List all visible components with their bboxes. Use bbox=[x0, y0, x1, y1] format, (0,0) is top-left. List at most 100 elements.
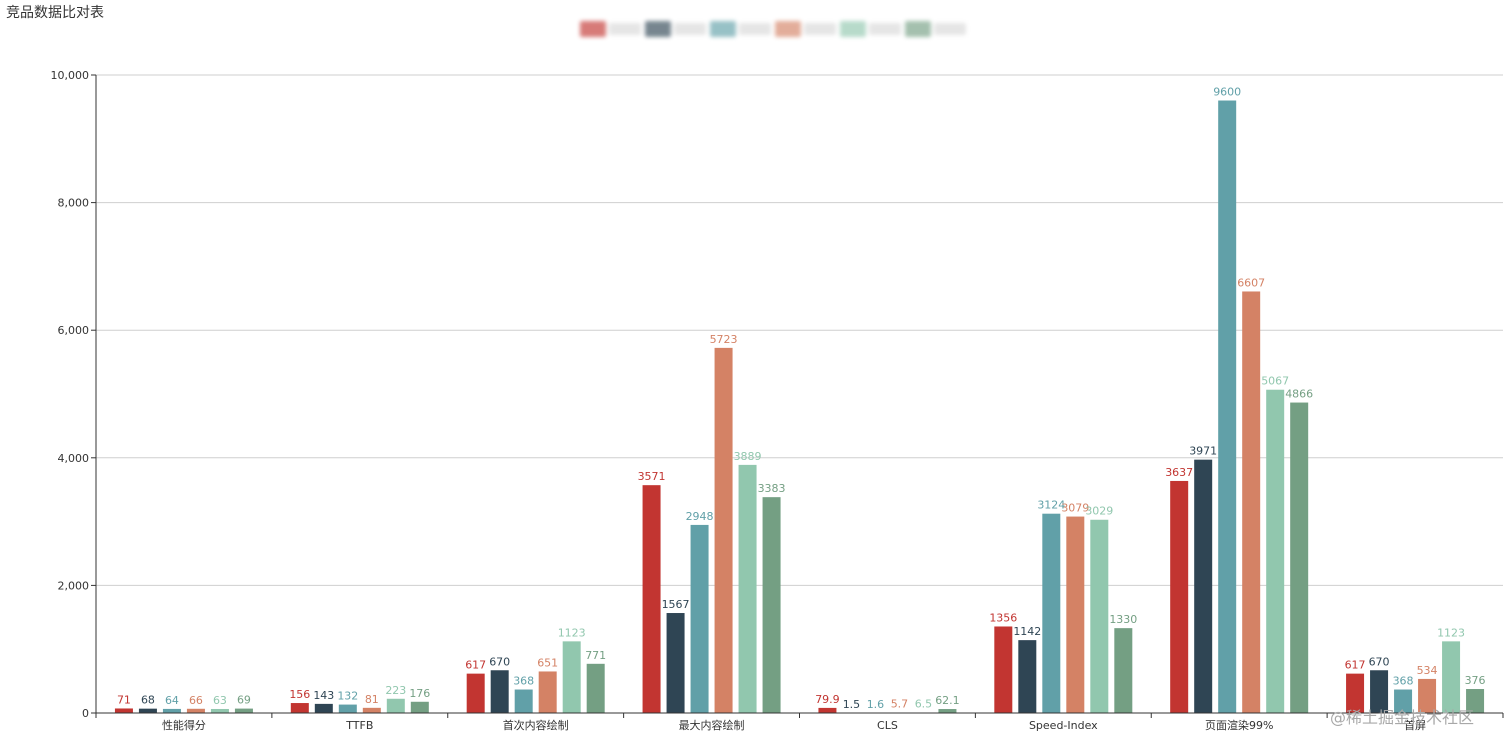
bar-value-label: 1567 bbox=[662, 598, 690, 611]
y-tick-label: 4,000 bbox=[58, 452, 90, 465]
bar[interactable] bbox=[1266, 389, 1285, 713]
chart-legend[interactable] bbox=[580, 18, 966, 40]
legend-swatch bbox=[645, 21, 671, 37]
bar-value-label: 3079 bbox=[1061, 502, 1089, 515]
bar[interactable] bbox=[1370, 670, 1389, 713]
y-axis: 0 2,000 4,000 6,000 8,000 10,000 bbox=[51, 69, 97, 720]
bar[interactable] bbox=[314, 703, 333, 713]
bar[interactable] bbox=[114, 708, 133, 713]
data-labels: 71 156 617 3571 79.9 1356 3637 617 68 143 670 1567 1… bbox=[117, 86, 1486, 711]
bar[interactable] bbox=[186, 708, 205, 713]
bar[interactable] bbox=[762, 497, 781, 713]
bar-value-label: 5.7 bbox=[891, 698, 909, 711]
bar-value-label: 2948 bbox=[686, 510, 714, 523]
chart-title: 竞品数据比对表 bbox=[6, 5, 104, 21]
legend-item[interactable] bbox=[775, 21, 836, 37]
bar-value-label: 6.5 bbox=[915, 698, 933, 711]
legend-item[interactable] bbox=[580, 21, 641, 37]
bar[interactable] bbox=[1194, 459, 1213, 713]
bar-value-label: 63 bbox=[213, 694, 227, 707]
bar[interactable] bbox=[1418, 678, 1437, 713]
bar[interactable] bbox=[138, 708, 157, 713]
x-tick-label: 首屏 bbox=[1404, 718, 1426, 732]
bar[interactable] bbox=[1242, 291, 1261, 713]
legend-swatch bbox=[775, 21, 801, 37]
bar[interactable] bbox=[1042, 513, 1061, 713]
bar-value-label: 71 bbox=[117, 693, 131, 706]
bar[interactable] bbox=[994, 626, 1013, 713]
bar[interactable] bbox=[1290, 402, 1309, 713]
legend-label-obscured bbox=[934, 23, 966, 35]
legend-item[interactable] bbox=[905, 21, 966, 37]
bar[interactable] bbox=[362, 707, 381, 713]
legend-item[interactable] bbox=[645, 21, 706, 37]
bar[interactable] bbox=[1090, 519, 1109, 713]
bar-value-label: 670 bbox=[489, 655, 510, 668]
bar[interactable] bbox=[514, 689, 533, 713]
bar[interactable] bbox=[162, 708, 181, 713]
y-tick-label: 10,000 bbox=[51, 69, 90, 82]
bar-value-label: 176 bbox=[409, 687, 430, 700]
x-tick-label: Speed-Index bbox=[1029, 719, 1098, 732]
bar-value-label: 617 bbox=[1345, 659, 1366, 672]
bar[interactable] bbox=[210, 708, 229, 713]
legend-item[interactable] bbox=[840, 21, 901, 37]
bar[interactable] bbox=[234, 708, 253, 713]
bar-value-label: 1123 bbox=[558, 626, 586, 639]
y-tick-label: 0 bbox=[82, 707, 89, 720]
bar-value-label: 3571 bbox=[638, 470, 666, 483]
bars[interactable] bbox=[114, 100, 1485, 714]
bar[interactable] bbox=[338, 704, 357, 713]
bar[interactable] bbox=[1114, 628, 1133, 713]
bar[interactable] bbox=[586, 663, 605, 713]
x-tick-label: 首次内容绘制 bbox=[503, 718, 569, 732]
bar-value-label: 1123 bbox=[1437, 626, 1465, 639]
legend-item[interactable] bbox=[710, 21, 771, 37]
bar[interactable] bbox=[410, 701, 429, 713]
bar-value-label: 1.5 bbox=[843, 698, 861, 711]
bar-value-label: 6607 bbox=[1237, 276, 1265, 289]
legend-label-obscured bbox=[869, 23, 901, 35]
x-tick-label: 最大内容绘制 bbox=[679, 718, 745, 732]
y-tick-label: 8,000 bbox=[58, 197, 90, 210]
bar[interactable] bbox=[714, 347, 733, 713]
bar-value-label: 1356 bbox=[989, 611, 1017, 624]
bar[interactable] bbox=[1170, 480, 1189, 713]
bar[interactable] bbox=[1346, 673, 1365, 713]
watermark-text: @稀土掘金技术社区 bbox=[1330, 708, 1475, 727]
bar-value-label: 62.1 bbox=[935, 694, 960, 707]
bar[interactable] bbox=[490, 670, 509, 713]
bar[interactable] bbox=[642, 485, 661, 713]
bar-value-label: 143 bbox=[313, 689, 334, 702]
bar-value-label: 64 bbox=[165, 694, 179, 707]
legend-swatch bbox=[580, 21, 606, 37]
grid-lines bbox=[96, 74, 1503, 586]
bar[interactable] bbox=[386, 698, 405, 713]
bar[interactable] bbox=[538, 671, 557, 713]
bar[interactable] bbox=[938, 709, 957, 713]
bar-value-label: 368 bbox=[1393, 675, 1414, 688]
bar[interactable] bbox=[666, 613, 685, 713]
bar[interactable] bbox=[1466, 689, 1485, 713]
bar[interactable] bbox=[562, 641, 581, 713]
bar[interactable] bbox=[466, 673, 485, 713]
bar[interactable] bbox=[290, 703, 309, 713]
bar-value-label: 5723 bbox=[710, 333, 738, 346]
legend-label-obscured bbox=[804, 23, 836, 35]
bar-value-label: 651 bbox=[537, 656, 558, 669]
bar[interactable] bbox=[738, 464, 757, 713]
bar[interactable] bbox=[1442, 641, 1461, 713]
bar[interactable] bbox=[690, 524, 709, 713]
bar-value-label: 3029 bbox=[1085, 505, 1113, 518]
bar[interactable] bbox=[1218, 100, 1237, 713]
legend-label-obscured bbox=[609, 23, 641, 35]
bar[interactable] bbox=[1018, 640, 1037, 713]
y-tick-label: 6,000 bbox=[58, 324, 90, 337]
bar-value-label: 156 bbox=[289, 688, 310, 701]
bar[interactable] bbox=[1394, 689, 1413, 713]
bar[interactable] bbox=[818, 707, 837, 713]
bar[interactable] bbox=[1066, 516, 1085, 713]
bar-value-label: 670 bbox=[1369, 655, 1390, 668]
bar-value-label: 1.6 bbox=[867, 698, 885, 711]
bar-value-label: 223 bbox=[385, 684, 406, 697]
